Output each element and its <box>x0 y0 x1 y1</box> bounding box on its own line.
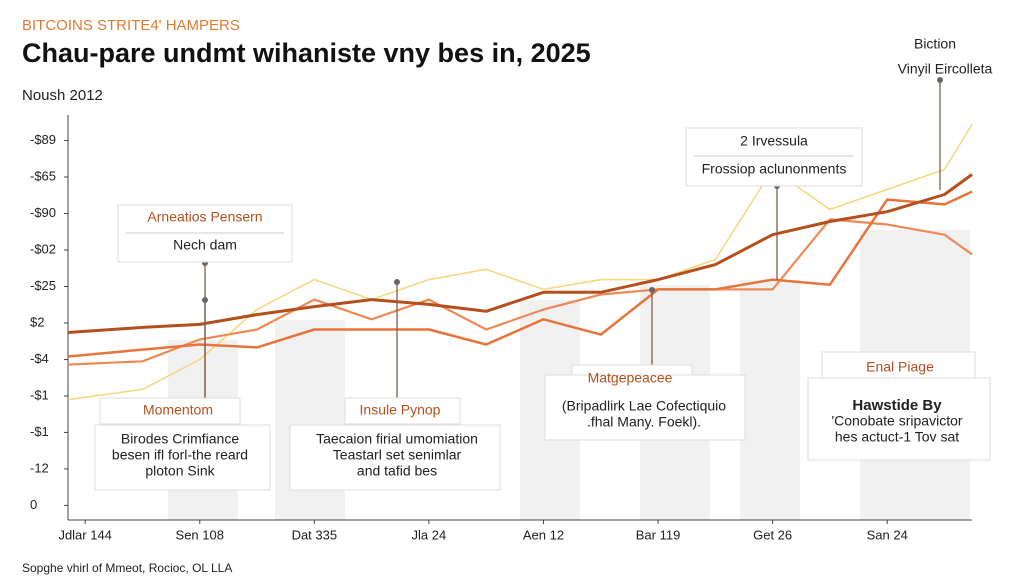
x-tick-label: Jla 24 <box>412 527 447 542</box>
y-tick-label: -$1 <box>30 387 49 402</box>
annotation-box <box>94 424 271 491</box>
annotation-text: Nech dam <box>173 237 237 253</box>
annotation-box <box>344 397 461 425</box>
annotation-text: ploton Sink <box>145 463 215 479</box>
annotation-text: and tafid bes <box>357 463 437 479</box>
kicker: BITCOINS STRITE4' HAMPERS <box>22 17 240 34</box>
annotation-label: 2 Irvessula <box>740 133 808 149</box>
annotation-text: Taecaion firial umomiation <box>316 431 478 447</box>
chart-title: Chau-pare undmt wihaniste vny bes in, 20… <box>22 38 591 68</box>
annotation-dot <box>649 287 655 293</box>
y-tick-label: -$4 <box>30 351 49 366</box>
x-tick-label: Dat 335 <box>292 527 338 542</box>
annotation-label: Arneatios Pensern <box>147 209 262 225</box>
y-tick-label: 0 <box>30 497 37 512</box>
y-tick-label: -12 <box>30 460 49 475</box>
footer: Sopghe vhirl of Mmeot, Rocioc, OL LLA <box>22 561 232 575</box>
annotation-text: Vinyil Eircolleta <box>898 61 993 77</box>
x-tick-label: Bar 119 <box>636 527 681 542</box>
annotation-text: besen ifl forl-the reard <box>112 447 248 463</box>
annotation-box <box>289 424 501 491</box>
x-tick-label: Get 26 <box>753 527 792 542</box>
y-tick-label: -$89 <box>30 132 56 147</box>
series-line <box>67 173 973 334</box>
annotation-text: Frossiop aclunonments <box>702 161 847 177</box>
annotation-text: .fhal Many. Foekl). <box>587 414 701 430</box>
annotation-label: Enal Piage <box>866 359 934 375</box>
annotation-text: 'Conobate sripavictor <box>831 413 962 429</box>
annotation-box <box>99 397 241 425</box>
y-tick-label: -$90 <box>30 205 56 220</box>
annotation-box <box>544 374 746 441</box>
x-tick-label: San 24 <box>867 527 908 542</box>
subtitle: Noush 2012 <box>22 87 103 104</box>
annotation-label: Biction <box>914 36 956 52</box>
annotation-label: Insule Pynop <box>360 402 441 418</box>
x-tick-label: Sen 108 <box>176 527 224 542</box>
y-tick-label: $2 <box>30 314 44 329</box>
annotation-label: Matgepeacee <box>588 370 673 386</box>
annotation-label: Momentom <box>143 402 213 418</box>
annotation-text: (Bripadlirk Lae Cofectiquio <box>562 398 726 414</box>
annotation-text: Teastarl set senimlar <box>333 447 462 463</box>
annotation-dot <box>937 77 943 83</box>
series-line <box>67 124 973 401</box>
annotation-dot <box>394 279 400 285</box>
annotation-text: hes actuct-1 Tov sat <box>835 429 959 445</box>
annotation-box <box>821 351 976 381</box>
y-tick-label: -$65 <box>30 168 56 183</box>
annotation-text: Birodes Crimfiance <box>121 431 239 447</box>
annotation-box <box>685 127 863 187</box>
series-line <box>67 218 973 366</box>
annotation-dot <box>202 297 208 303</box>
x-tick-label: Aen 12 <box>523 527 564 542</box>
annotation-box <box>807 377 991 461</box>
y-tick-label: -$25 <box>30 278 56 293</box>
series-line <box>67 190 973 358</box>
y-tick-label: -$1 <box>30 424 49 439</box>
annotation-text: Hawstide By <box>852 397 942 414</box>
y-tick-label: -$02 <box>30 241 56 256</box>
x-tick-label: Jdlar 144 <box>58 527 111 542</box>
